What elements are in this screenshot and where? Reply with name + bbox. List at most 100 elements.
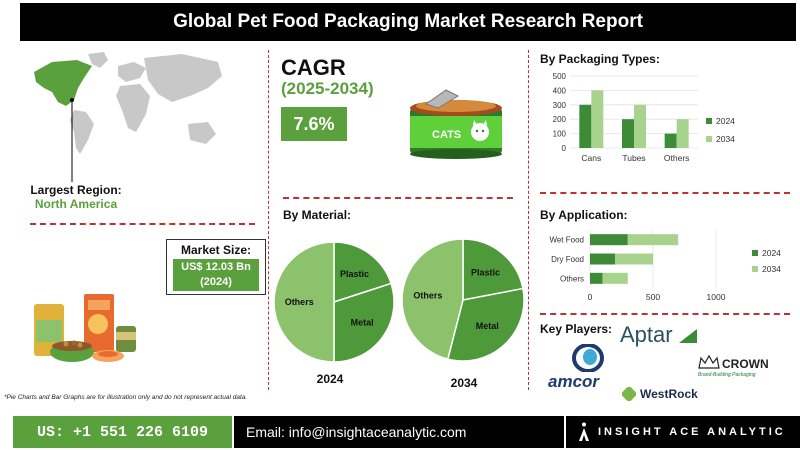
pie-2024-slice-others xyxy=(273,241,335,363)
north-america-shape xyxy=(34,60,92,106)
application-x-tick-label: 500 xyxy=(646,292,660,302)
pie-2034-slice-plastic xyxy=(462,238,524,301)
packaging-legend-swatch xyxy=(706,118,712,124)
footer-brand: INSIGHT ACE ANALYTIC xyxy=(566,416,800,448)
divider-cagr xyxy=(283,197,513,199)
pie-2024-label-plastic: Plastic xyxy=(340,269,369,279)
application-legend-swatch xyxy=(752,250,758,256)
packaging-bar-2034 xyxy=(591,90,604,148)
report-title: Global Pet Food Packaging Market Researc… xyxy=(20,3,796,41)
pie-2034-label-metal: Metal xyxy=(476,321,499,331)
largest-region-value: North America xyxy=(34,197,118,211)
pie-2024-label-others: Others xyxy=(285,297,314,307)
packaging-bar-chart: 0 100 200 300 400 500 Cans Tubes Others 2024 2034 xyxy=(553,72,736,163)
pie-2024-slice-metal xyxy=(333,282,395,363)
can-label: CATS xyxy=(432,129,461,141)
divider-right xyxy=(528,50,529,390)
crown-mark-icon xyxy=(698,354,720,369)
cagr-period: (2025-2034) xyxy=(281,79,374,98)
packaging-x-tick-label: Tubes xyxy=(622,153,645,163)
application-legend-label: 2024 xyxy=(762,248,781,258)
application-bar-2024 xyxy=(590,272,603,284)
application-y-tick-label: Wet Food xyxy=(549,236,584,245)
largest-region-label: Largest Region: xyxy=(30,183,122,197)
packaging-y-tick-label: 200 xyxy=(553,115,567,124)
packaging-legend-label: 2034 xyxy=(716,134,735,144)
packaging-bar-2024 xyxy=(664,133,677,148)
disclaimer-footnote: *Pie Charts and Bar Graphs are for illus… xyxy=(4,394,248,401)
divider-application xyxy=(540,313,790,315)
pie-year-2024: 2024 xyxy=(316,372,344,386)
packaging-legend-label: 2024 xyxy=(716,116,735,126)
packaging-legend-swatch xyxy=(706,136,712,142)
packaging-bar-2024 xyxy=(579,104,592,148)
packaging-y-tick-label: 0 xyxy=(562,144,567,153)
south-america-shape xyxy=(70,110,94,154)
divider-left xyxy=(268,50,269,390)
application-bar-chart: 0 500 1000 Wet Food Dry Food Others 2024 2034 xyxy=(549,230,781,302)
brand-logo-icon xyxy=(579,422,589,441)
packaging-bar-2034 xyxy=(634,104,646,148)
packaging-y-tick-label: 300 xyxy=(553,101,567,110)
aptar-mark-icon xyxy=(678,329,697,344)
application-legend-swatch xyxy=(752,266,758,272)
application-title: By Application: xyxy=(540,208,628,222)
pie-2034-slice-metal xyxy=(446,287,525,362)
application-bar-2034 xyxy=(602,272,628,284)
amcor-name: amcor xyxy=(548,372,600,391)
crown-name: CROWN xyxy=(722,357,769,371)
aptar-name: Aptar xyxy=(620,322,673,347)
application-bar-2034 xyxy=(627,234,679,246)
packaging-x-tick-label: Others xyxy=(664,153,690,163)
pie-2034-slice-others xyxy=(401,238,464,360)
amcor-mark-icon xyxy=(572,344,604,372)
packaging-bar-2034 xyxy=(676,119,689,148)
market-size-label: Market Size: xyxy=(180,243,252,257)
packaging-y-tick-label: 500 xyxy=(553,72,567,81)
divider-packaging xyxy=(540,192,790,194)
australia-shape xyxy=(188,122,216,144)
application-legend-label: 2034 xyxy=(762,264,781,274)
packaging-y-tick-label: 100 xyxy=(553,130,567,139)
pet-food-illustration xyxy=(34,294,136,362)
packaging-y-tick-label: 400 xyxy=(553,86,567,95)
footer-phone[interactable]: US: +1 551 226 6109 xyxy=(13,416,232,448)
asia-shape xyxy=(144,54,222,102)
westrock-mark-icon xyxy=(622,387,636,401)
application-x-tick-label: 0 xyxy=(588,292,593,302)
footer-email[interactable]: Email: info@insightaceanalytic.com xyxy=(234,416,564,448)
cat-food-can-illustration: CATS xyxy=(410,89,502,159)
westrock-name: WestRock xyxy=(640,387,698,401)
market-size-year: (2024) xyxy=(200,276,232,288)
application-y-tick-label: Dry Food xyxy=(551,255,584,264)
market-size-amount: US$ 12.03 Bn xyxy=(181,261,251,273)
pie-2024-label-metal: Metal xyxy=(351,317,374,327)
europe-shape xyxy=(118,62,146,82)
pie-2034-label-others: Others xyxy=(413,291,442,301)
crown-tagline: Brand-Building Packaging xyxy=(698,372,756,378)
pie-2034-label-plastic: Plastic xyxy=(471,268,500,278)
africa-shape xyxy=(116,84,150,132)
players-title: Key Players: xyxy=(540,322,613,336)
greenland-shape xyxy=(88,52,108,68)
cagr-label: CAGR xyxy=(281,55,346,80)
packaging-bar-2024 xyxy=(622,119,634,148)
application-y-tick-label: Others xyxy=(560,274,584,283)
packaging-x-tick-label: Cans xyxy=(581,153,601,163)
market-size-box: Market Size: US$ 12.03 Bn (2024) xyxy=(166,239,266,295)
packaging-title: By Packaging Types: xyxy=(540,52,660,66)
material-title: By Material: xyxy=(283,208,352,222)
pie-year-2034: 2034 xyxy=(450,376,478,390)
market-size-value: US$ 12.03 Bn (2024) xyxy=(173,259,259,291)
aptar-logo: Aptar xyxy=(620,322,699,348)
application-bar-2024 xyxy=(590,234,628,246)
pie-2024-slice-plastic xyxy=(333,241,393,304)
material-pie-2024: Plastic Metal Others xyxy=(273,241,395,363)
cagr-value: 7.6% xyxy=(281,107,347,141)
application-bar-2034 xyxy=(615,253,653,265)
world-map xyxy=(34,52,222,182)
brand-name: INSIGHT ACE ANALYTIC xyxy=(598,426,786,438)
application-bar-2024 xyxy=(590,253,616,265)
application-x-tick-label: 1000 xyxy=(707,292,726,302)
material-pie-2034: Plastic Metal Others xyxy=(401,238,525,362)
